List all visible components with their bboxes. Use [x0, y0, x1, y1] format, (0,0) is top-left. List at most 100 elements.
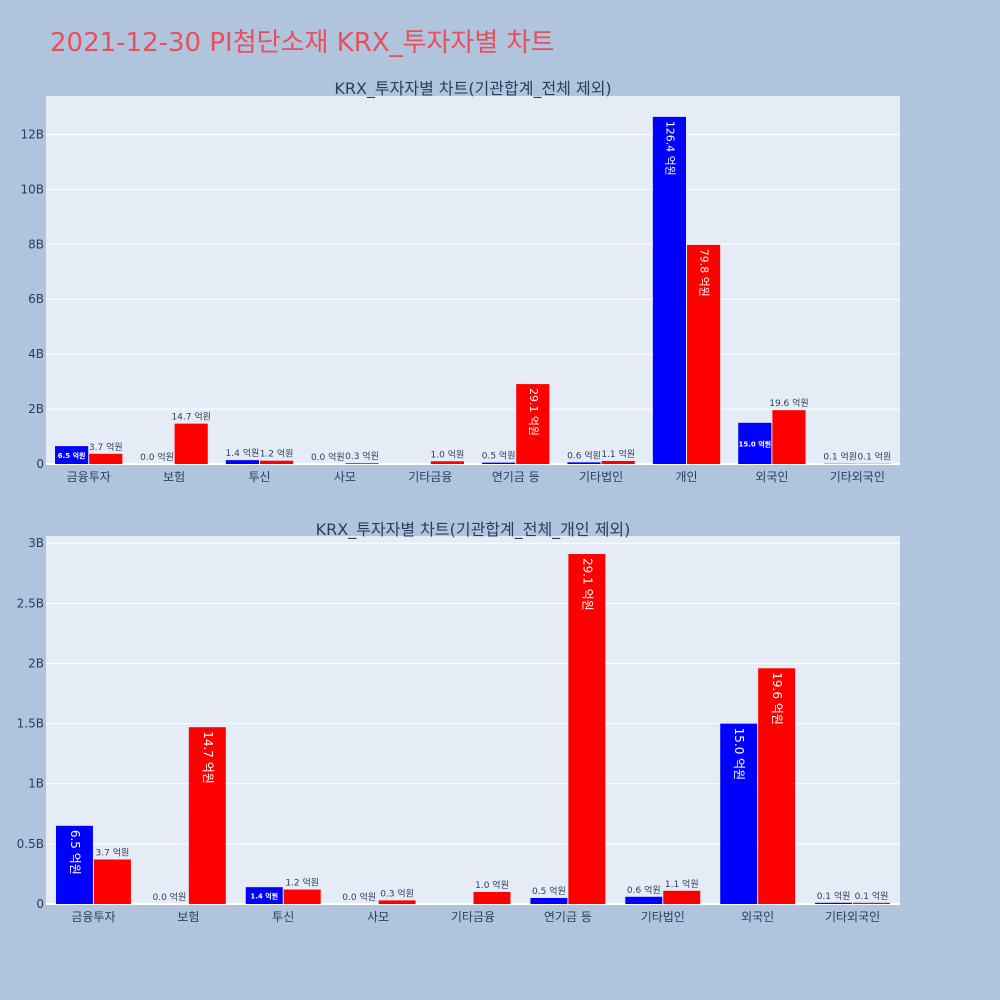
x-tick-label: 기타법인	[641, 910, 685, 924]
bar-value-label: 29.1 억원	[527, 388, 540, 436]
bar-value-label: 19.6 억원	[770, 672, 784, 725]
bar-value-label: 1.2 억원	[285, 877, 319, 889]
x-tick-label: 연기금 등	[492, 470, 540, 484]
bar-value-label: 6.5 억원	[68, 830, 82, 875]
plot-area	[46, 536, 900, 904]
x-tick-label: 금융투자	[67, 470, 111, 484]
bar-value-label: 1.1 억원	[665, 878, 699, 890]
y-tick-label: 1.5B	[17, 717, 44, 731]
sell-bar	[758, 668, 796, 904]
bar-value-label: 0.1 억원	[855, 890, 889, 902]
sell-bar	[430, 461, 464, 464]
sell-bar	[283, 889, 321, 904]
sell-bar	[663, 890, 701, 904]
buy-bar	[530, 897, 568, 904]
sell-bar	[687, 244, 721, 464]
bar-value-label: 14.7 억원	[171, 411, 210, 423]
y-tick-label: 8B	[28, 237, 44, 251]
sell-bar	[174, 423, 208, 464]
buy-bar	[225, 460, 259, 464]
bar-value-label: 0.3 억원	[380, 887, 414, 899]
y-tick-label: 4B	[28, 347, 44, 361]
x-tick-label: 투신	[248, 470, 270, 484]
bar-value-label: 0.1 억원	[858, 451, 892, 463]
bar-value-label: 0.0 억원	[140, 451, 174, 463]
y-tick-label: 1B	[28, 777, 44, 791]
bar-value-label: 0.5 억원	[532, 885, 566, 897]
bar-value-label: 19.6 억원	[769, 397, 808, 409]
bar-value-label: 0.1 억원	[823, 451, 857, 463]
bar-value-label: 1.0 억원	[475, 879, 509, 891]
y-tick-label: 12B	[20, 127, 44, 141]
bar-value-label: 14.7 억원	[201, 731, 215, 784]
x-tick-label: 개인	[675, 470, 697, 484]
chart-title: KRX_투자자별 차트(기관합계_전체_개인 제외)	[316, 520, 631, 540]
bar-value-label: 29.1 억원	[580, 558, 594, 611]
bar-value-label: 0.0 억원	[152, 891, 186, 903]
bar-value-label: 1.0 억원	[431, 448, 465, 460]
bar-value-label: 79.8 억원	[698, 249, 711, 297]
buy-bar	[738, 422, 772, 464]
bar-value-label: 3.7 억원	[96, 847, 130, 859]
sell-bar	[516, 384, 550, 464]
x-tick-label: 보험	[177, 910, 199, 924]
bar-value-label: 0.1 억원	[817, 890, 851, 902]
buy-bar	[55, 446, 89, 464]
buy-bar	[652, 116, 686, 464]
sell-bar	[93, 859, 131, 904]
y-tick-label: 10B	[20, 182, 44, 196]
y-tick-label: 0	[36, 457, 44, 471]
sell-bar	[260, 460, 294, 464]
y-tick-label: 2.5B	[17, 596, 44, 610]
buy-bar	[720, 723, 758, 904]
sell-bar	[345, 463, 379, 464]
x-tick-label: 기타외국인	[830, 470, 885, 484]
bar-value-label: 6.5 억원	[58, 451, 86, 460]
bar-value-label: 1.2 억원	[260, 448, 294, 460]
buy-bar	[815, 902, 853, 904]
x-tick-label: 연기금 등	[544, 910, 592, 924]
x-tick-label: 외국인	[755, 470, 788, 484]
buy-bar	[55, 825, 93, 904]
x-tick-label: 기타외국인	[825, 910, 880, 924]
y-tick-label: 6B	[28, 292, 44, 306]
buy-bar	[482, 462, 516, 464]
x-tick-label: 보험	[163, 470, 185, 484]
bar-value-label: 0.0 억원	[342, 891, 376, 903]
page-title: 2021-12-30 PI첨단소재 KRX_투자자별 차트	[50, 28, 555, 58]
y-tick-label: 0	[36, 897, 44, 911]
investor-chart-bottom: 0 0.5B 1B 1.5B 2B 2.5B 3B KRX_투자자별 차트(기관합계_전체_개…	[17, 520, 900, 924]
plot-area	[46, 96, 900, 464]
bar-value-label: 0.3 억원	[345, 450, 379, 462]
x-tick-label: 기타금융	[451, 910, 495, 924]
bar-value-label: 15.0 억원	[732, 728, 746, 781]
y-tick-label: 2B	[28, 656, 44, 670]
bar-value-label: 0.0 억원	[311, 451, 345, 463]
x-tick-label: 금융투자	[71, 910, 115, 924]
bar-value-label: 15.0 억원	[739, 439, 772, 448]
buy-bar	[567, 462, 601, 464]
buy-bar	[625, 896, 663, 904]
bar-value-label: 0.6 억원	[627, 884, 661, 896]
bar-value-label: 1.4 억원	[250, 892, 278, 901]
bar-value-label: 126.4 억원	[663, 121, 676, 176]
chart-title: KRX_투자자별 차트(기관합계_전체 제외)	[334, 79, 611, 99]
sell-bar	[601, 460, 635, 464]
y-tick-label: 3B	[28, 536, 44, 550]
buy-bar	[245, 887, 283, 904]
bar-value-label: 0.6 억원	[567, 449, 601, 461]
sell-bar	[378, 900, 416, 904]
x-tick-label: 외국인	[741, 910, 774, 924]
y-tick-label: 2B	[28, 402, 44, 416]
sell-bar	[89, 453, 123, 464]
y-tick-label: 0.5B	[17, 837, 44, 851]
sell-bar	[188, 727, 226, 904]
sell-bar	[568, 554, 606, 904]
bar-value-label: 0.5 억원	[482, 450, 516, 462]
sell-bar	[853, 902, 891, 904]
sell-bar	[772, 410, 806, 464]
bar-value-label: 1.4 억원	[226, 447, 260, 459]
sell-bar	[473, 891, 511, 904]
x-tick-label: 투신	[272, 910, 294, 924]
bar-value-label: 3.7 억원	[89, 441, 123, 453]
